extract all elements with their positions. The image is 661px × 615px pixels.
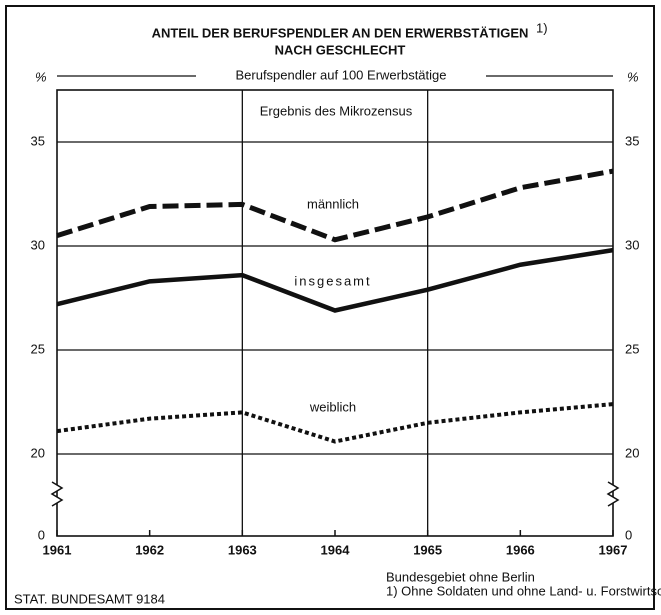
x-tick-label: 1963	[228, 542, 257, 557]
y-tick-label: 25	[625, 341, 639, 356]
y-tick-label: 30	[31, 237, 45, 252]
series-label: insgesamt	[294, 273, 371, 288]
x-tick-label: 1964	[321, 542, 351, 557]
x-tick-label: 1967	[599, 542, 628, 557]
note: 1) Ohne Soldaten und ohne Land- u. Forst…	[386, 583, 661, 598]
x-tick-label: 1962	[135, 542, 164, 557]
axis-break	[606, 481, 620, 507]
x-tick-label: 1961	[43, 542, 72, 557]
axis-break	[50, 481, 64, 507]
y-unit: %	[627, 69, 639, 84]
series-line	[56, 247, 614, 313]
x-tick-label: 1965	[413, 542, 442, 557]
title-note: 1)	[536, 20, 548, 35]
series-line	[56, 168, 614, 243]
y-tick-label: 35	[625, 133, 639, 148]
y-tick-label: 20	[625, 445, 639, 460]
outer-frame	[5, 5, 655, 610]
series-label: weiblich	[309, 399, 356, 414]
y-tick-label: 0	[625, 527, 632, 542]
y-tick-label: 30	[625, 237, 639, 252]
annotation: Ergebnis des Mikrozensus	[260, 103, 413, 118]
y-tick-label: 20	[31, 445, 45, 460]
y-tick-label: 35	[31, 133, 45, 148]
x-tick-label: 1966	[506, 542, 535, 557]
y-tick-label: 25	[31, 341, 45, 356]
series-line	[56, 402, 614, 444]
note: Bundesgebiet ohne Berlin	[386, 569, 535, 584]
y-tick-label: 0	[38, 527, 45, 542]
annotation-bg	[246, 102, 426, 122]
chart-title: ANTEIL DER BERUFSPENDLER AN DEN ERWERBST…	[152, 25, 529, 40]
subtitle: Berufspendler auf 100 Erwerbstätige	[235, 67, 446, 82]
plot-frame	[56, 89, 614, 537]
series-label: männlich	[307, 196, 359, 211]
source: STAT. BUNDESAMT 9184	[14, 591, 165, 606]
chart-title: NACH GESCHLECHT	[275, 42, 406, 57]
y-unit: %	[35, 69, 47, 84]
